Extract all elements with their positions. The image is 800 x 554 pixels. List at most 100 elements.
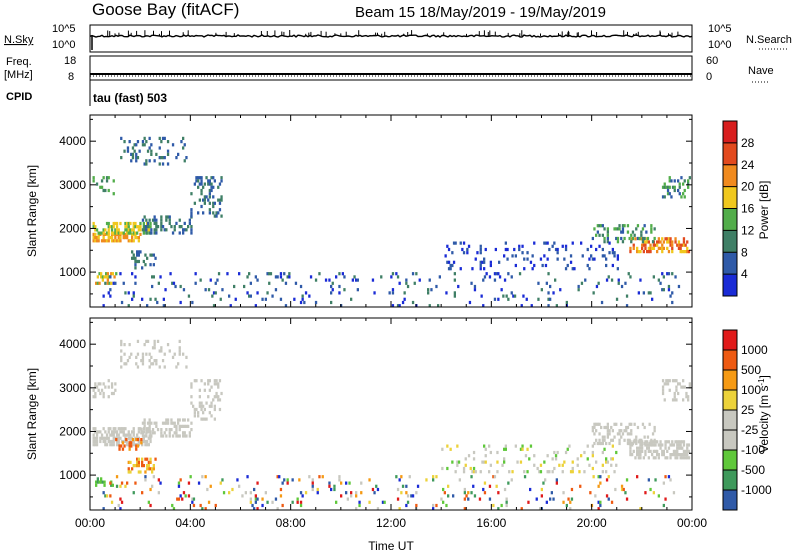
heatmap-cell xyxy=(102,231,105,235)
heatmap-cell xyxy=(500,503,503,508)
heatmap-cell xyxy=(179,478,182,482)
heatmap-cell xyxy=(126,433,129,437)
heatmap-cell xyxy=(481,260,484,264)
heatmap-cell xyxy=(566,447,569,451)
y-tick-label: 1000 xyxy=(59,468,86,482)
heatmap-cell xyxy=(145,218,148,222)
heatmap-cell xyxy=(526,447,529,451)
heatmap-cell xyxy=(666,237,669,241)
heatmap-cell xyxy=(598,224,601,228)
heatmap-cell xyxy=(653,227,656,231)
heatmap-cell xyxy=(514,444,517,448)
heatmap-cell xyxy=(122,427,125,431)
heatmap-cell xyxy=(296,497,299,501)
heatmap-cell xyxy=(624,491,627,495)
heatmap-cell xyxy=(143,215,146,219)
heatmap-cell xyxy=(139,232,142,236)
heatmap-cell xyxy=(556,450,559,455)
heatmap-cell xyxy=(472,484,475,488)
heatmap-cell xyxy=(122,281,125,285)
heatmap-cell xyxy=(117,228,120,232)
heatmap-cell xyxy=(160,218,163,222)
noise-right-tick-bottom: 10^0 xyxy=(708,39,732,51)
heatmap-cell xyxy=(170,418,173,422)
heatmap-cell xyxy=(531,267,534,271)
heatmap-cell xyxy=(508,470,511,474)
heatmap-cell xyxy=(92,232,95,236)
heatmap-cell xyxy=(124,291,127,295)
heatmap-cell xyxy=(110,239,114,243)
heatmap-cell xyxy=(453,294,456,298)
heatmap-cell xyxy=(662,240,665,244)
heatmap-cell xyxy=(671,440,674,444)
heatmap-cell xyxy=(148,159,151,163)
power-heatmap-cells xyxy=(92,136,691,308)
heatmap-cell xyxy=(141,140,145,144)
heatmap-cell xyxy=(117,433,120,437)
heatmap-cell xyxy=(132,239,135,243)
heatmap-cell xyxy=(390,275,393,279)
heatmap-cell xyxy=(503,460,506,464)
heatmap-cell xyxy=(182,418,185,422)
heatmap-cell xyxy=(519,460,523,464)
heatmap-cell xyxy=(109,275,112,279)
heatmap-cell xyxy=(659,246,662,250)
heatmap-cell xyxy=(144,457,147,461)
heatmap-cell xyxy=(137,236,140,240)
heatmap-cell xyxy=(595,438,598,442)
heatmap-cell xyxy=(155,221,158,225)
heatmap-cell xyxy=(640,438,643,442)
heatmap-cell xyxy=(197,185,200,189)
heatmap-cell xyxy=(605,441,608,446)
heatmap-cell xyxy=(112,225,115,229)
heatmap-cell xyxy=(398,281,401,285)
colorbar-tick-label: 100 xyxy=(741,383,761,397)
heatmap-cell xyxy=(648,422,651,426)
heatmap-cell xyxy=(668,176,671,180)
heatmap-cell xyxy=(661,237,664,241)
heatmap-cell xyxy=(664,443,667,447)
heatmap-cell xyxy=(308,475,311,479)
heatmap-cell xyxy=(184,494,187,498)
heatmap-cell xyxy=(141,460,144,464)
heatmap-cell xyxy=(528,457,531,461)
heatmap-cell xyxy=(388,291,391,295)
heatmap-cell xyxy=(601,435,604,439)
heatmap-cell xyxy=(132,430,135,434)
heatmap-cell xyxy=(472,470,476,474)
heatmap-cell xyxy=(358,500,361,504)
heatmap-cell xyxy=(589,491,592,495)
heatmap-cell xyxy=(141,431,145,435)
station-title: Goose Bay (fitACF) xyxy=(92,0,239,19)
heatmap-cell xyxy=(107,225,110,229)
heatmap-cell xyxy=(190,228,193,232)
heatmap-cell xyxy=(447,267,451,271)
heatmap-cell xyxy=(126,359,130,363)
heatmap-cell xyxy=(526,251,529,255)
heatmap-cell xyxy=(625,304,629,308)
heatmap-cell xyxy=(623,224,626,228)
heatmap-cell xyxy=(132,433,135,437)
heatmap-cell xyxy=(209,484,212,488)
heatmap-cell xyxy=(679,440,682,444)
heatmap-cell xyxy=(677,240,681,244)
heatmap-cell xyxy=(318,475,321,479)
heatmap-cell xyxy=(142,427,145,431)
heatmap-cell xyxy=(523,475,527,479)
heatmap-cell xyxy=(208,404,211,408)
heatmap-cell xyxy=(137,225,140,229)
heatmap-cell xyxy=(99,439,102,444)
heatmap-cell xyxy=(451,263,454,268)
heatmap-cell xyxy=(546,257,549,261)
heatmap-cell xyxy=(264,491,267,495)
heatmap-cell xyxy=(663,182,666,186)
heatmap-cell xyxy=(99,436,102,440)
heatmap-cell xyxy=(470,491,473,495)
heatmap-cell xyxy=(311,481,314,485)
heatmap-cell xyxy=(145,231,148,235)
heatmap-cell xyxy=(688,382,691,386)
heatmap-cell xyxy=(484,247,487,252)
heatmap-cell xyxy=(360,491,363,495)
beam-date-title: Beam 15 18/May/2019 - 19/May/2019 xyxy=(355,4,606,21)
heatmap-cell xyxy=(192,503,196,508)
